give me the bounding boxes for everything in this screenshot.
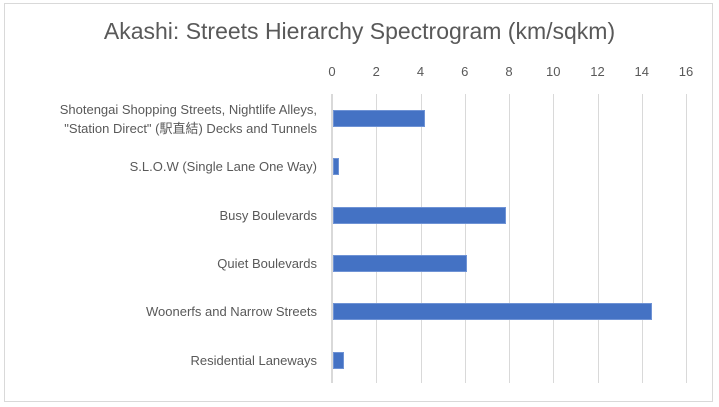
category-label-line: Woonerfs and Narrow Streets	[146, 304, 317, 320]
x-tick-label: 16	[678, 64, 694, 79]
category-label-line: Shotengai Shopping Streets, Nightlife Al…	[59, 101, 317, 117]
category-label: S.L.O.W (Single Lane One Way)	[130, 157, 317, 176]
x-tick-label: 14	[634, 64, 649, 79]
bar	[333, 110, 425, 127]
category-label: Shotengai Shopping Streets, Nightlife Al…	[60, 100, 317, 138]
bar	[333, 351, 345, 369]
y-axis-line	[331, 94, 333, 383]
gridline	[465, 94, 466, 383]
x-tick-label: 8	[505, 64, 513, 79]
bar	[333, 254, 467, 272]
category-label: Woonerfs and Narrow Streets	[146, 302, 317, 321]
category-label: Residential Laneways	[191, 351, 317, 370]
gridline	[553, 94, 554, 383]
x-tick-label: 10	[546, 64, 561, 79]
gridline	[509, 94, 510, 383]
category-label-line: Quiet Boulevards	[217, 255, 317, 271]
chart-title: Akashi: Streets Hierarchy Spectrogram (k…	[103, 18, 616, 44]
x-tick-label: 12	[590, 64, 605, 79]
bar	[333, 206, 506, 224]
gridline	[686, 94, 687, 383]
category-label-line: Busy Boulevards	[219, 207, 317, 223]
gridline	[642, 94, 643, 383]
x-tick-label: 6	[461, 64, 469, 79]
bar	[333, 158, 339, 176]
chart-frame	[4, 3, 713, 402]
gridline	[598, 94, 599, 383]
gridline	[421, 94, 422, 383]
gridline	[376, 94, 377, 383]
category-label: Quiet Boulevards	[217, 254, 317, 273]
category-label-line: S.L.O.W (Single Lane One Way)	[129, 159, 317, 175]
category-label-line: "Station Direct" (駅直結) Decks and Tunnels	[64, 120, 317, 136]
x-tick-label: 4	[416, 64, 425, 79]
bar	[333, 303, 652, 321]
x-tick-label: 0	[328, 64, 336, 79]
category-label: Busy Boulevards	[219, 206, 317, 225]
category-label-line: Residential Laneways	[190, 352, 317, 368]
x-tick-label: 2	[372, 64, 380, 79]
